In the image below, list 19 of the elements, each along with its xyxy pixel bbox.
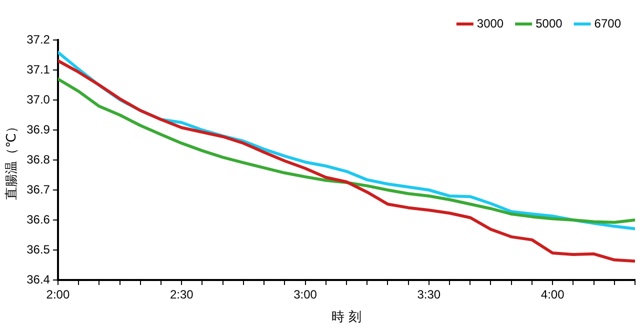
y-tick-label: 36.7 [26, 182, 50, 196]
y-tick-label: 36.8 [26, 152, 50, 166]
x-tick-label: 3:30 [417, 288, 441, 302]
x-axis-title: 時 刻 [332, 308, 362, 324]
y-tick-label: 36.9 [26, 122, 50, 136]
y-tick-label: 37.1 [26, 62, 50, 76]
legend-label: 3000 [476, 16, 504, 30]
y-tick-label: 37.2 [26, 32, 50, 46]
y-tick-label: 36.4 [26, 272, 50, 286]
y-tick-label: 37.0 [26, 92, 50, 106]
x-tick-label: 3:00 [294, 288, 318, 302]
x-tick-label: 4:00 [540, 288, 565, 302]
y-tick-label: 36.5 [26, 242, 50, 256]
y-tick-label: 36.6 [26, 212, 50, 226]
x-tick-label: 2:30 [170, 288, 194, 302]
legend-label: 5000 [536, 16, 563, 30]
y-axis-title: 直腸温（℃） [3, 120, 18, 200]
legend-label: 6700 [594, 16, 622, 30]
x-tick-label: 2:00 [46, 288, 70, 302]
